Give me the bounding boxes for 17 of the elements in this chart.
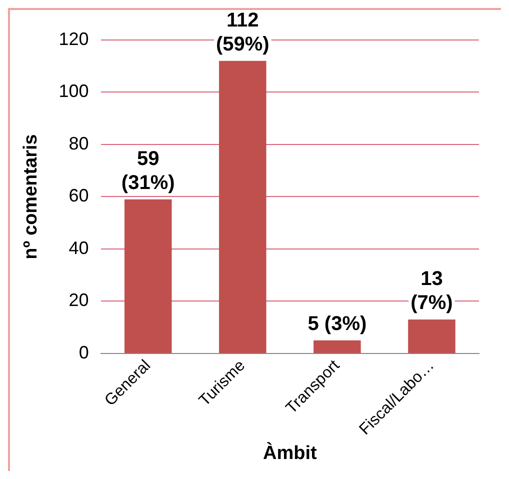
y-tick-label: 60 (68, 186, 89, 206)
data-label: 59 (31%) (121, 148, 175, 194)
data-label: 13 (7%) (410, 268, 453, 314)
y-tick-label: 120 (58, 28, 89, 49)
y-axis-title: nº comentaris (20, 134, 42, 260)
x-axis-title: Àmbit (263, 442, 318, 464)
bar (219, 60, 266, 353)
bar (314, 340, 361, 353)
data-label: 5 (3%) (308, 312, 367, 335)
bar (408, 319, 456, 353)
y-tick-label: 0 (78, 342, 89, 362)
data-label: 112 (59%) (216, 9, 270, 56)
y-tick-label: 80 (68, 133, 89, 154)
bar (124, 199, 172, 353)
y-tick-label: 20 (68, 290, 89, 310)
y-tick-label: 40 (68, 238, 89, 258)
y-tick-label: 100 (58, 81, 89, 102)
